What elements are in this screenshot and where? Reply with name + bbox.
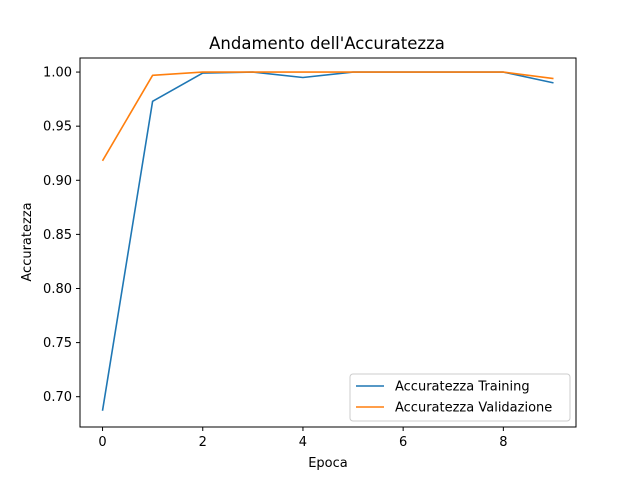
x-tick-label: 0 (98, 435, 106, 450)
chart-title: Andamento dell'Accuratezza (209, 34, 445, 53)
legend: Accuratezza Training Accuratezza Validazi… (349, 373, 571, 422)
plot-frame (79, 57, 577, 428)
y-tick-label: 0.85 (43, 228, 72, 243)
y-tick-label: 0.70 (43, 390, 72, 405)
x-tick-label: 2 (199, 435, 207, 450)
tick-group: 0 2 4 6 8 0.70 0.75 0.80 0.85 0.90 0.95 1.00 (43, 66, 507, 450)
y-tick-label: 1.00 (43, 66, 72, 81)
y-axis-label: Accuratezza (20, 202, 35, 281)
x-axis-label: Epoca (308, 456, 348, 471)
x-tick-label: 6 (399, 435, 407, 450)
legend-label: Accuratezza Training (395, 380, 530, 395)
legend-box (349, 373, 571, 422)
legend-label: Accuratezza Validazione (395, 401, 552, 416)
series-lines (101, 71, 554, 411)
y-tick-label: 0.95 (43, 120, 72, 135)
series-line-2 (101, 71, 554, 162)
x-tick-label: 8 (499, 435, 507, 450)
x-tick-label: 4 (299, 435, 307, 450)
y-tick-label: 0.80 (43, 282, 72, 297)
y-tick-label: 0.75 (43, 336, 72, 351)
y-tick-label: 0.90 (43, 174, 72, 189)
